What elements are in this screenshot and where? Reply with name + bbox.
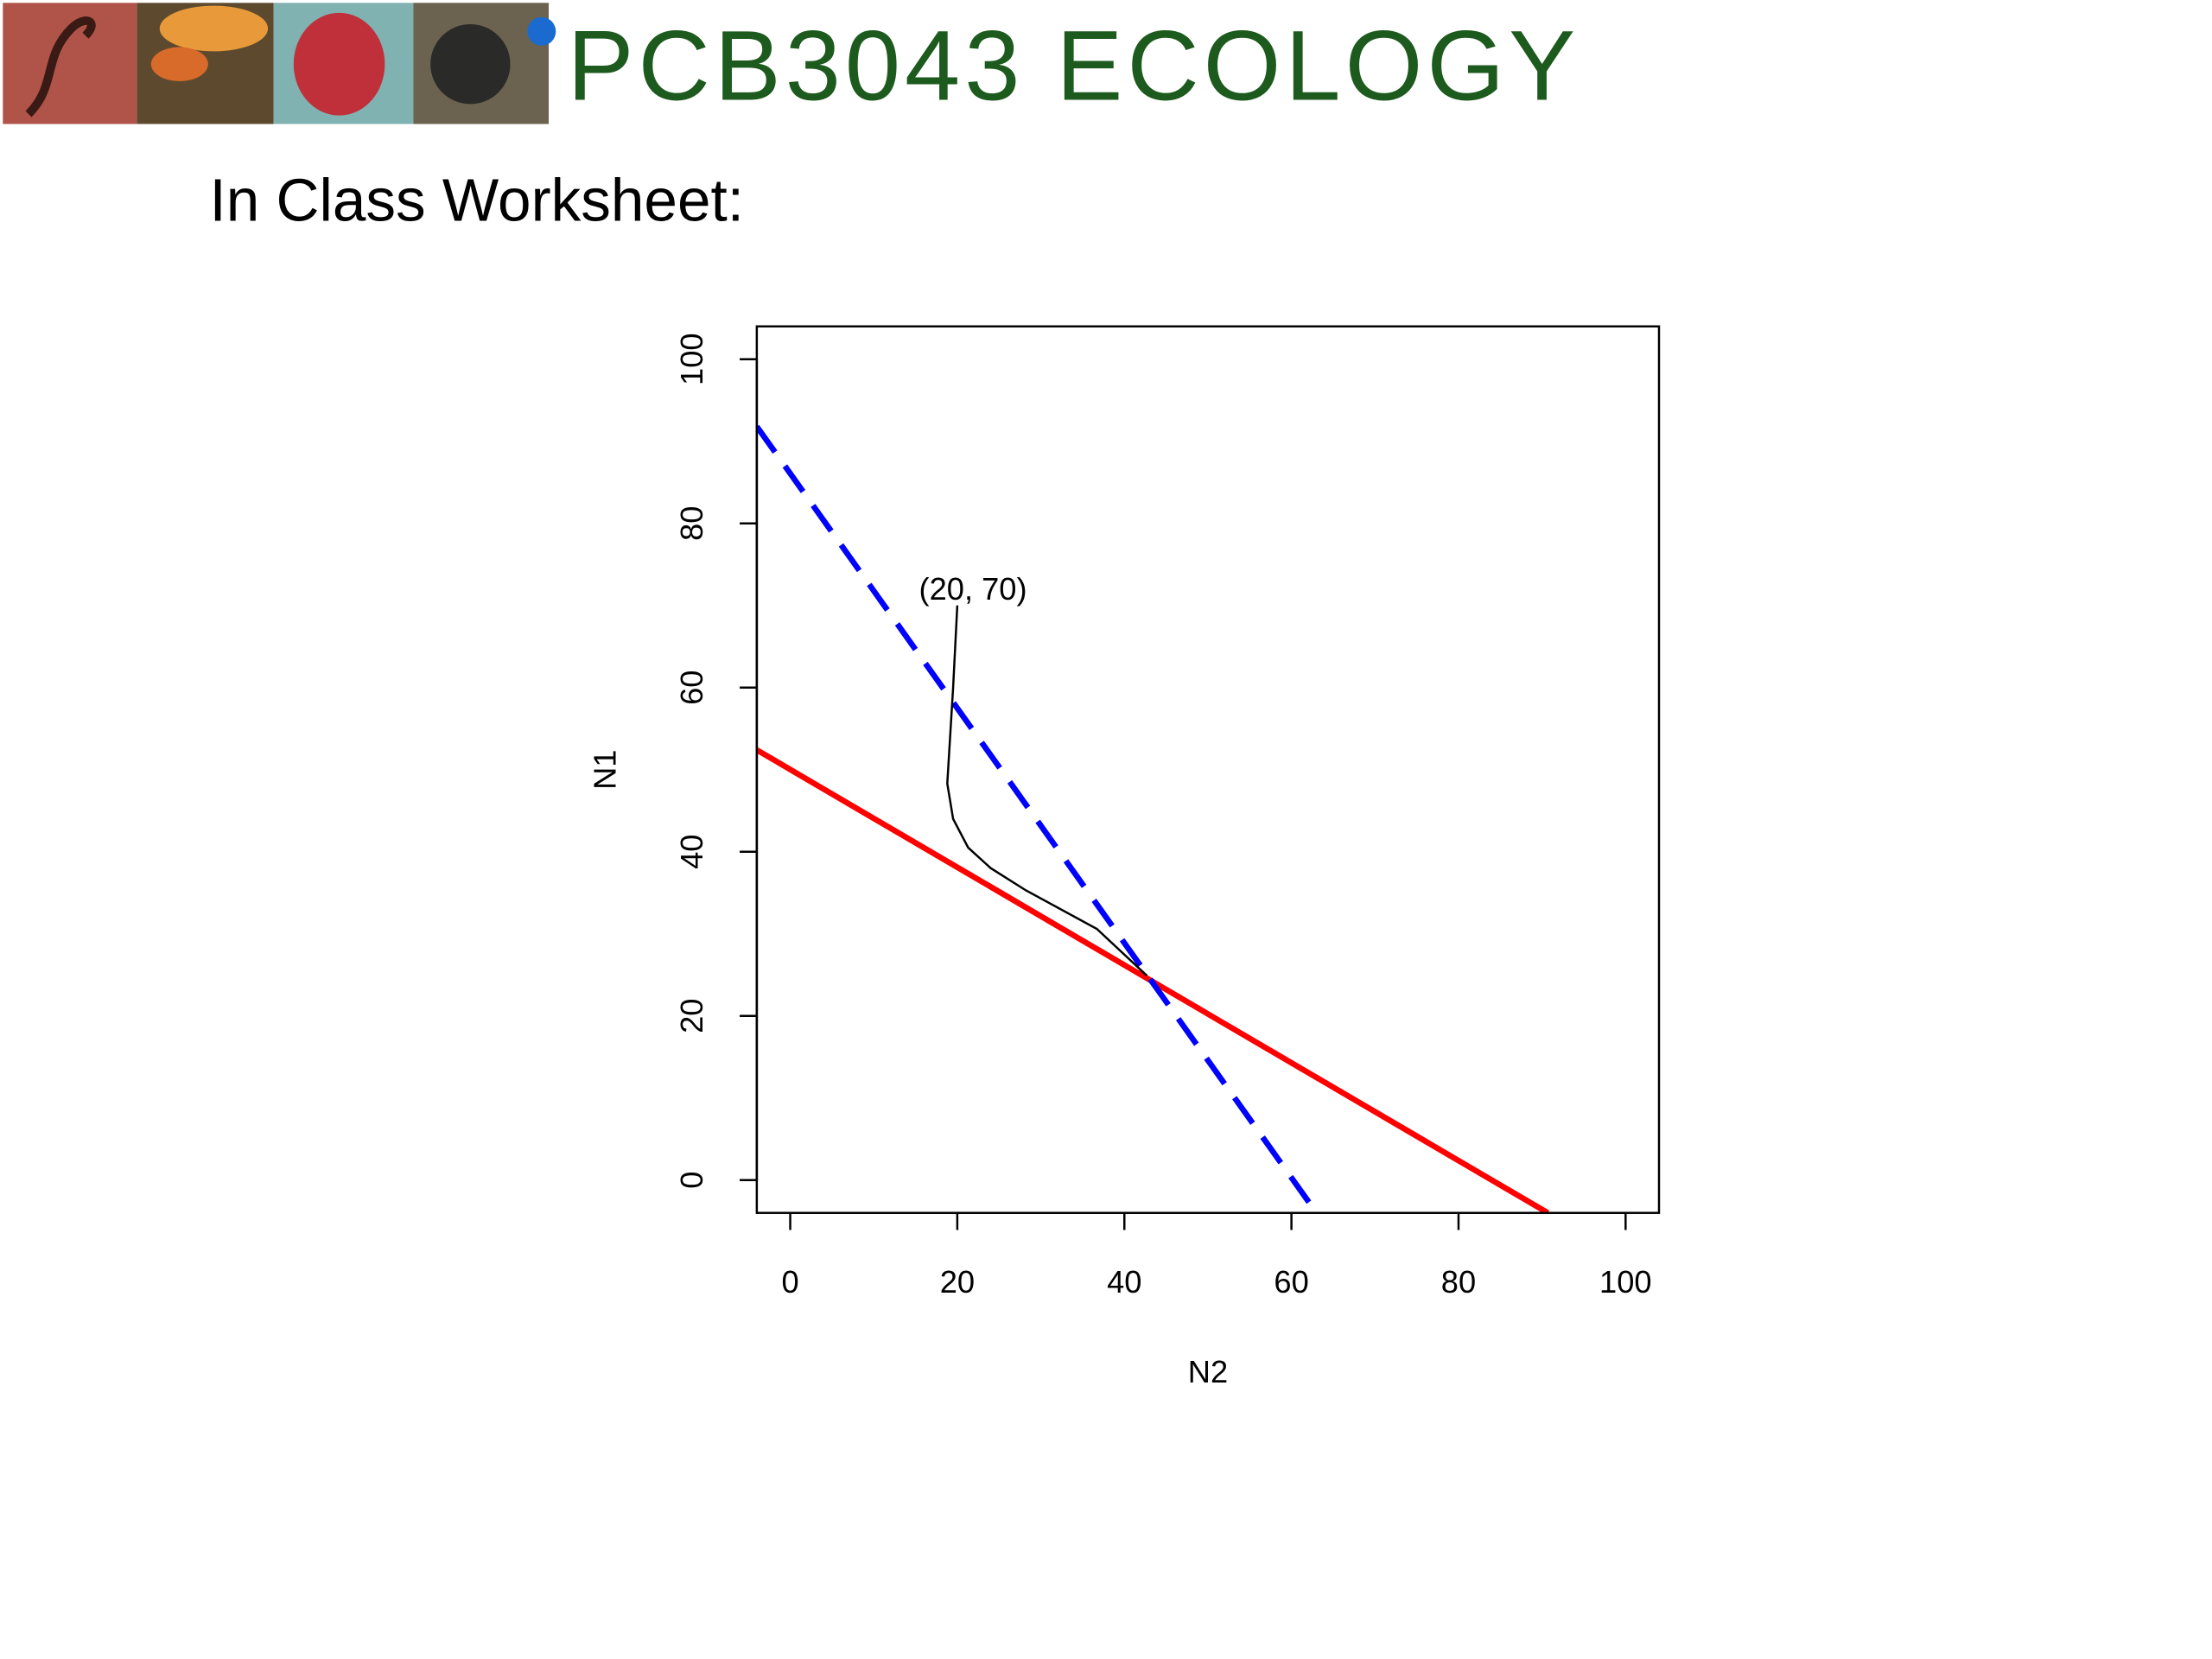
photo-salamander (3, 3, 137, 124)
photo-detail (159, 5, 269, 52)
course-title: PCB3043 ECOLOGY (567, 10, 1580, 121)
photo-detail (293, 12, 385, 116)
banner-photos (3, 3, 556, 124)
y-axis-label: N1 (588, 750, 623, 790)
annotation: (20, 70) (919, 571, 1027, 607)
x-tick-label: 80 (1441, 1264, 1476, 1300)
y-tick-label: 100 (674, 333, 709, 385)
y-tick-label: 0 (674, 1172, 709, 1189)
plot-area (756, 424, 1550, 1213)
series-line (946, 605, 1148, 977)
photo-detail (25, 16, 96, 118)
plot-box (755, 325, 1661, 1214)
x-tick-label: 60 (1274, 1264, 1308, 1300)
x-tick-label: 40 (1107, 1264, 1141, 1300)
y-tick-label: 20 (674, 999, 709, 1033)
y-tick-label: 40 (674, 835, 709, 869)
x-tick-label: 20 (940, 1264, 975, 1300)
x-axis-label: N2 (1188, 1354, 1228, 1389)
x-tick-label: 0 (781, 1264, 798, 1300)
subtitle: In Class Worksheet: (209, 167, 743, 234)
photo-detail (527, 16, 556, 46)
y-tick-label: 60 (674, 671, 709, 705)
y-tick-label: 80 (674, 506, 709, 541)
photo-detail (150, 47, 208, 82)
x-tick-label: 100 (1599, 1264, 1652, 1300)
series-line (756, 424, 1319, 1213)
photo-detail (430, 24, 511, 105)
